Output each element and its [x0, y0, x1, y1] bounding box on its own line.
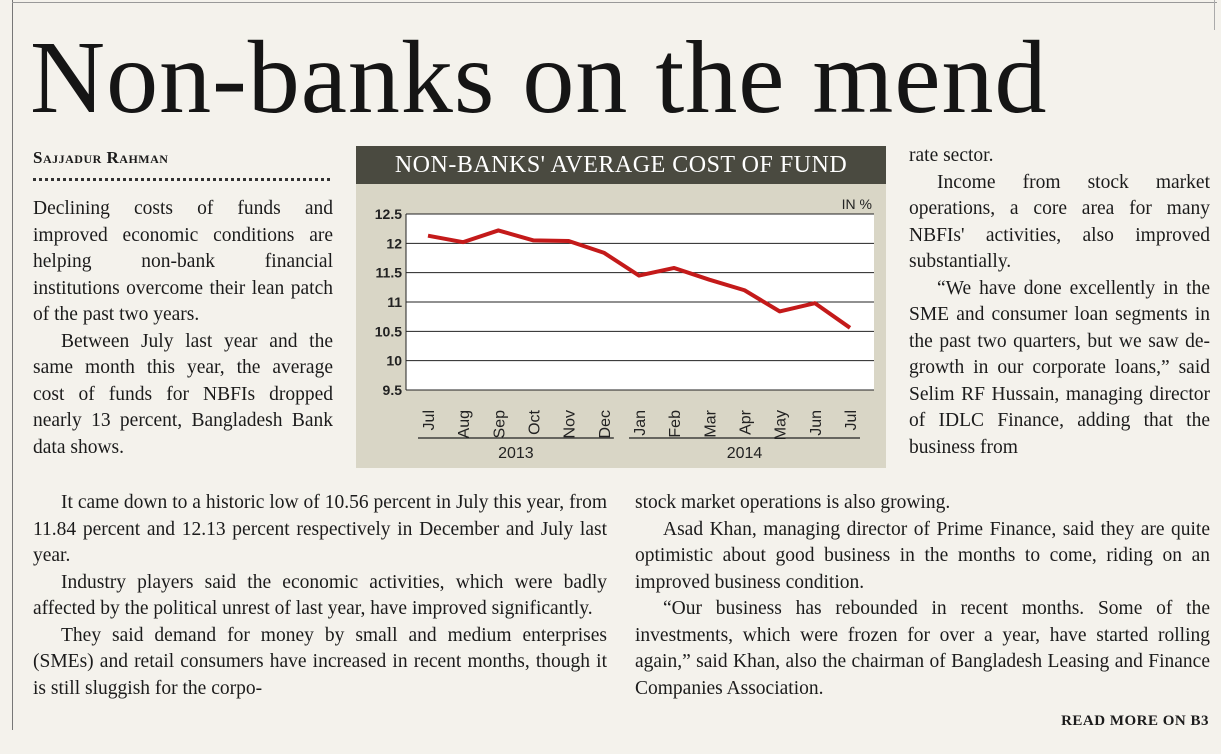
paragraph: rate sector. [909, 145, 994, 166]
paragraph: “Our business has rebounded in recent mo… [635, 598, 1210, 699]
y-tick-label: 11.5 [376, 265, 403, 281]
column-1-text: Declining costs of funds and improved ec… [33, 196, 333, 461]
paragraph: Declining costs of funds and improved ec… [33, 198, 333, 325]
paragraph: Industry players said the economic activ… [33, 571, 607, 620]
paragraph: stock market operations is also growing. [635, 492, 951, 513]
paragraph: “We have done excellently in the SME and… [909, 277, 1210, 458]
page-left-rule [12, 0, 13, 730]
x-tick-label: Oct [527, 409, 544, 434]
paragraph: It came down to a historic low of 10.56 … [33, 492, 607, 566]
byline: Sajjadur Rahman [33, 148, 169, 167]
read-more-link[interactable]: READ MORE ON B3 [1061, 713, 1209, 729]
page-top-rule [12, 2, 1217, 3]
paragraph: Asad Khan, managing director of Prime Fi… [635, 518, 1210, 593]
x-tick-label: Dec [597, 410, 614, 438]
page-right-rule [1214, 0, 1215, 30]
x-tick-label: Apr [738, 409, 755, 435]
x-tick-label: Feb [667, 410, 684, 438]
column-3-bottom-text: stock market operations is also growing.… [635, 490, 1210, 702]
y-tick-label: 10.5 [375, 323, 402, 339]
paragraph: They said demand for money by small and … [33, 624, 607, 699]
y-tick-label: 12 [386, 235, 402, 251]
chart-title: NON-BANKS' AVERAGE COST OF FUND [356, 146, 886, 184]
y-tick-label: 10 [386, 353, 402, 369]
byline-divider [33, 178, 330, 181]
column-1-bottom-text: It came down to a historic low of 10.56 … [33, 490, 607, 702]
chart-panel: NON-BANKS' AVERAGE COST OF FUND 12.5 12 11… [356, 146, 886, 468]
unit-label: IN % [842, 196, 872, 212]
x-tick-label: May [773, 410, 790, 440]
y-tick-label: 11 [387, 294, 402, 310]
y-tick-label: 9.5 [383, 382, 403, 398]
x-tick-label: Jun [808, 410, 825, 436]
x-tick-label: Mar [702, 409, 719, 437]
x-tick-label: Nov [562, 410, 579, 438]
x-tick-label: Jul [421, 410, 438, 430]
paragraph: Between July last year and the same mont… [33, 330, 333, 458]
headline: Non-banks on the mend [30, 20, 1048, 135]
y-tick-label: 12.5 [375, 206, 402, 222]
x-tick-label: Jul [843, 410, 860, 430]
paragraph: Income from stock market operations, a c… [909, 171, 1210, 273]
x-tick-label: Jan [632, 410, 649, 436]
column-3-text: rate sector. Income from stock market op… [909, 143, 1210, 461]
line-chart: 12.5 12 11.5 11 10.5 10 9.5 IN % Jul Aug Sep Oct Nov… [375, 196, 874, 462]
x-tick-label: Aug [456, 410, 473, 438]
year-label: 2013 [498, 445, 534, 462]
x-tick-label: Sep [491, 410, 508, 439]
year-label: 2014 [727, 445, 763, 462]
